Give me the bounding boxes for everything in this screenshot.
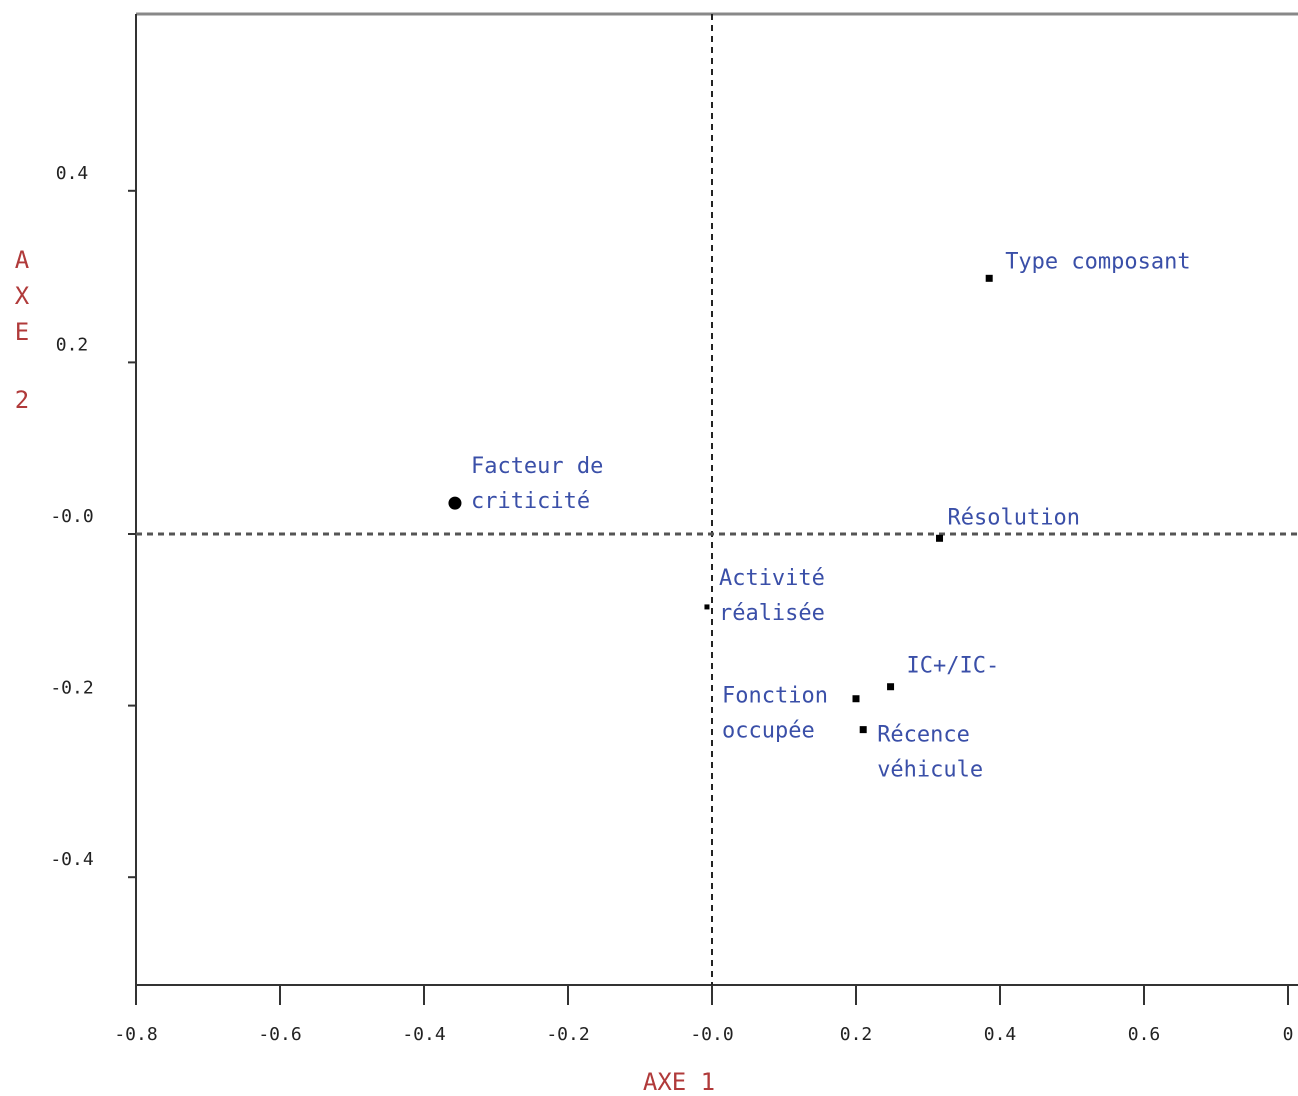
reference-lines (136, 14, 1298, 985)
x-tick-label: -0.4 (402, 1024, 445, 1045)
data-point (448, 496, 462, 510)
y-axis-ticks: 0.4 0.2 -0.0 -0.2 -0.4 (50, 163, 136, 879)
x-tick-label: 0 (1283, 1024, 1294, 1045)
y-tick-label: -0.2 (50, 678, 93, 699)
point-label: réalisée (719, 601, 825, 626)
y-axis-title-char: 2 (15, 386, 29, 414)
point-label: Type composant (1005, 249, 1190, 274)
x-tick-label: -0.2 (546, 1024, 589, 1045)
point-labels: Type composant Facteur de criticité Résolut… (471, 249, 1191, 782)
data-points (448, 274, 993, 734)
point-label: occupée (722, 719, 815, 744)
x-axis-ticks: -0.8 -0.6 -0.4 -0.2 -0.0 0.2 0.4 0.6 0 (114, 985, 1293, 1045)
data-point (936, 534, 944, 542)
y-tick-label: 0.4 (56, 163, 89, 184)
x-tick-label: 0.6 (1128, 1024, 1161, 1045)
y-tick-label: 0.2 (56, 334, 89, 355)
y-axis-title: AXE 2 (15, 246, 30, 414)
y-tick-label: -0.0 (50, 506, 93, 527)
x-tick-label: 0.4 (984, 1024, 1017, 1045)
point-label: IC+/IC- (907, 654, 1000, 679)
x-tick-label: -0.0 (690, 1024, 733, 1045)
point-label: criticité (471, 489, 590, 514)
x-tick-label: -0.8 (114, 1024, 157, 1045)
x-tick-label: 0.2 (840, 1024, 873, 1045)
x-axis-title: AXE 1 (643, 1068, 715, 1096)
y-axis-title-char: E (15, 318, 29, 346)
y-axis-title-char: X (15, 282, 30, 310)
x-tick-label: -0.6 (258, 1024, 301, 1045)
point-label: véhicule (877, 758, 983, 783)
data-point (852, 695, 860, 703)
data-point (985, 274, 993, 282)
data-point (704, 604, 710, 610)
data-point (887, 683, 895, 691)
y-axis-title-char: A (15, 246, 30, 274)
point-label: Récence (877, 723, 970, 748)
point-label: Facteur de (471, 454, 603, 479)
data-point (859, 726, 867, 734)
point-label: Résolution (948, 505, 1080, 530)
y-tick-label: -0.4 (50, 849, 93, 870)
point-label: Fonction (722, 684, 828, 709)
point-label: Activité (719, 566, 825, 591)
plot-frame (135, 12, 1298, 986)
